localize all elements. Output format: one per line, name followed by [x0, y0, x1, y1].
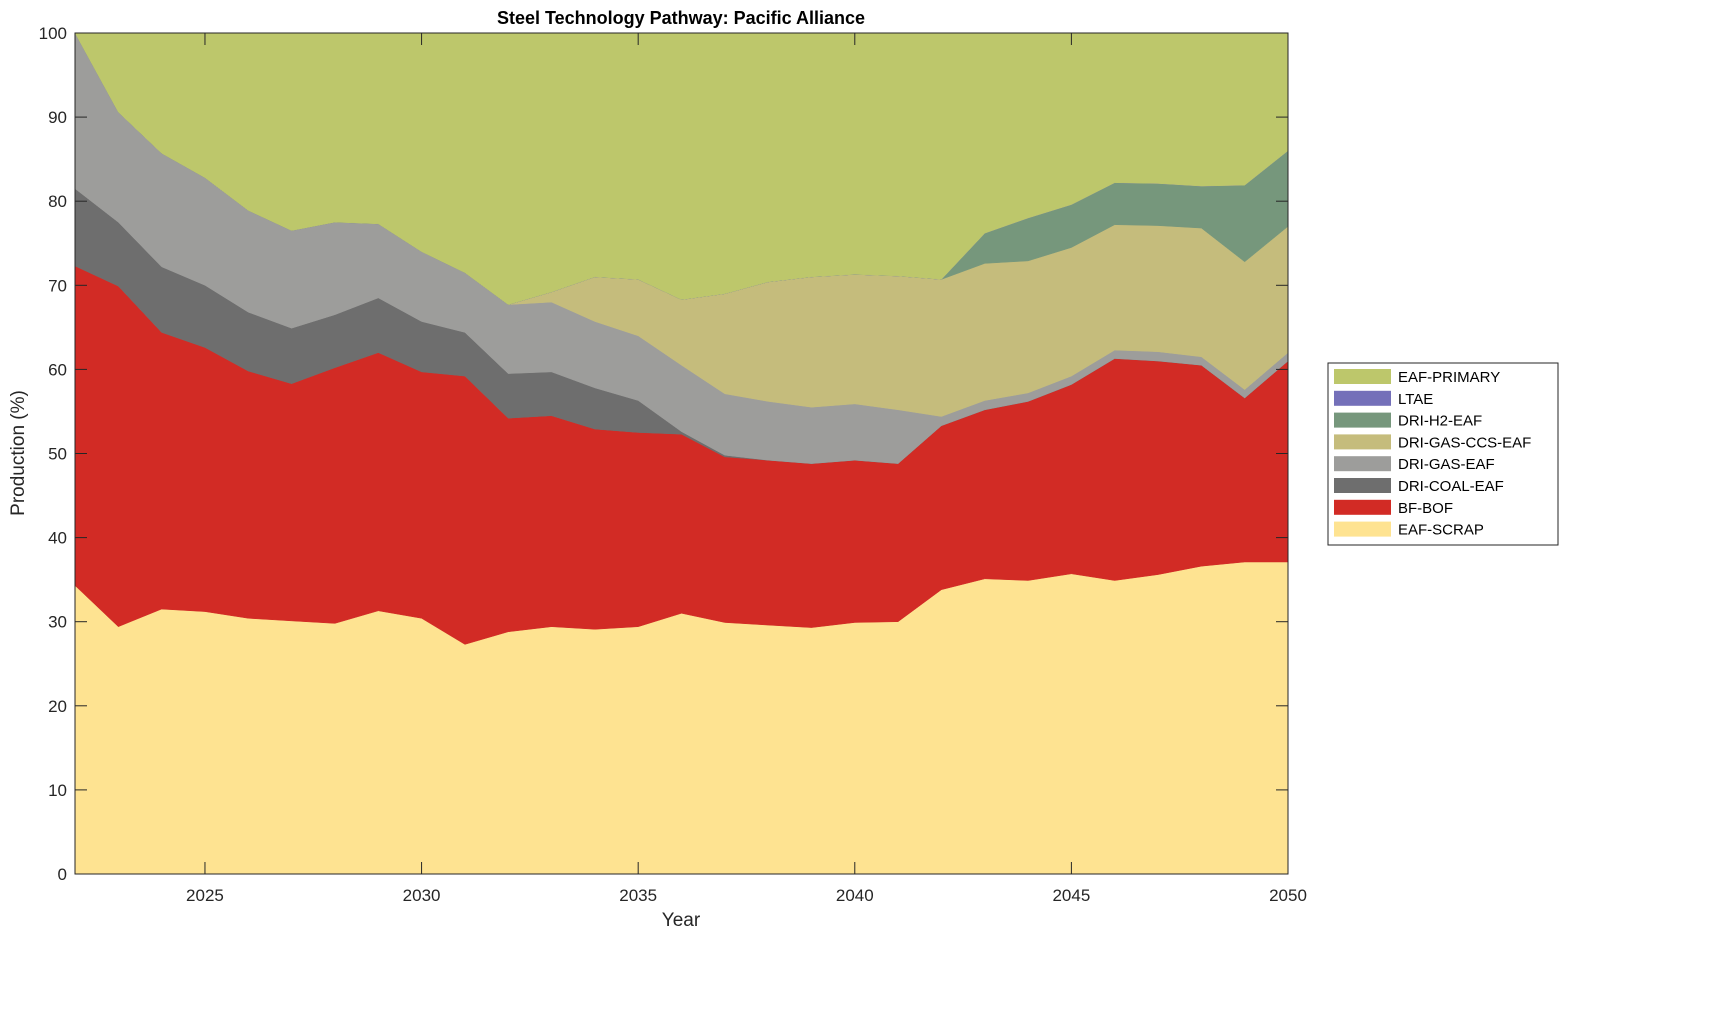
- legend-swatch: [1334, 478, 1391, 493]
- legend-label: DRI-COAL-EAF: [1398, 478, 1504, 495]
- legend-swatch: [1334, 456, 1391, 472]
- legend-swatch: [1334, 434, 1391, 450]
- legend-box: [1327, 362, 1559, 546]
- x-tick-label: 2025: [186, 886, 224, 905]
- x-tick-label: 2030: [403, 886, 441, 905]
- y-tick-label: 50: [48, 445, 67, 464]
- legend-item-dri-coal-eaf: DRI-COAL-EAF: [1334, 478, 1504, 495]
- legend-swatch: [1334, 412, 1391, 428]
- y-tick-label: 30: [48, 613, 67, 632]
- legend: EAF-PRIMARY LTAE DRI-H2-EAF DRI-GAS-CCS-EAF…: [1327, 362, 1559, 546]
- chart-title: Steel Technology Pathway: Pacific Allian…: [497, 8, 865, 28]
- legend-label: DRI-GAS-EAF: [1398, 456, 1495, 473]
- legend-swatch: [1334, 499, 1391, 515]
- x-tick-label: 2050: [1269, 886, 1307, 905]
- legend-label: DRI-H2-EAF: [1398, 413, 1482, 430]
- y-tick-label: 60: [48, 360, 67, 379]
- legend-item-dri-gas-ccs-eaf: DRI-GAS-CCS-EAF: [1334, 434, 1531, 451]
- legend-item-ltae: LTAE: [1334, 390, 1433, 408]
- y-tick-label: 90: [48, 108, 67, 127]
- y-tick-label: 10: [48, 781, 67, 800]
- legend-item-dri-gas-eaf: DRI-GAS-EAF: [1334, 456, 1495, 473]
- legend-item-eaf-primary: EAF-PRIMARY: [1334, 369, 1500, 386]
- y-tick-label: 0: [58, 865, 67, 884]
- x-tick-label: 2045: [1052, 886, 1090, 905]
- legend-item-eaf-scrap: EAF-SCRAP: [1334, 521, 1484, 539]
- legend-label: EAF-SCRAP: [1398, 522, 1484, 539]
- legend-label: EAF-PRIMARY: [1398, 369, 1500, 386]
- legend-swatch: [1334, 521, 1391, 537]
- legend-swatch: [1334, 390, 1391, 406]
- legend-item-dri-h2-eaf: DRI-H2-EAF: [1334, 412, 1482, 430]
- legend-item-bf-bof: BF-BOF: [1334, 499, 1453, 517]
- x-axis-label: Year: [662, 910, 701, 931]
- y-tick-label: 40: [48, 529, 67, 548]
- y-axis-label: Production (%): [8, 390, 29, 516]
- x-tick-label: 2035: [619, 886, 657, 905]
- y-tick-label: 20: [48, 697, 67, 716]
- y-tick-label: 70: [48, 276, 67, 295]
- x-tick-label: 2040: [836, 886, 874, 905]
- legend-swatch: [1334, 369, 1391, 384]
- legend-label: LTAE: [1398, 391, 1433, 408]
- y-tick-label: 100: [39, 24, 67, 43]
- area-layers: [74, 32, 1289, 875]
- legend-label: DRI-GAS-CCS-EAF: [1398, 434, 1531, 451]
- y-tick-label: 80: [48, 192, 67, 211]
- legend-label: BF-BOF: [1398, 500, 1453, 517]
